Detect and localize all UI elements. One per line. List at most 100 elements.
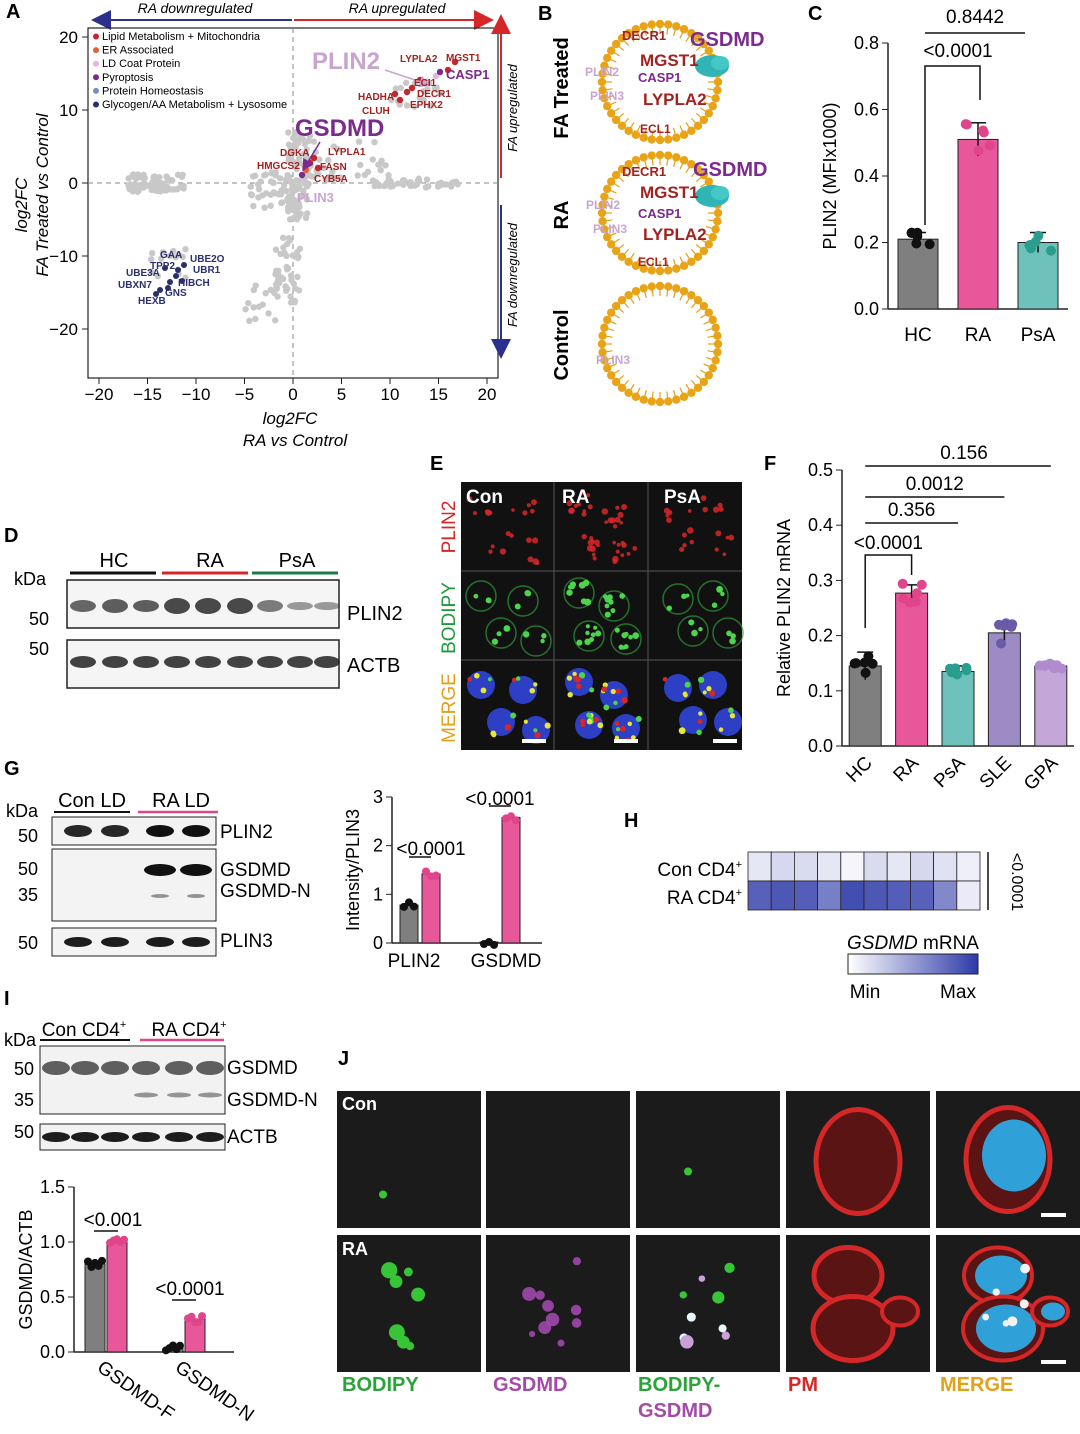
blot-band: [164, 598, 190, 614]
y-tick-label: 0.4: [808, 515, 833, 535]
ra-down-label: RA downregulated: [138, 0, 254, 16]
bodipy-puncta: [623, 631, 629, 637]
j-col-gsdmd2: GSDMD: [638, 1400, 712, 1422]
x-tick-label: SLE: [976, 753, 1016, 793]
plin2-puncta: [582, 509, 587, 513]
plin2-puncta: [620, 553, 625, 558]
blot-band: [144, 864, 176, 876]
h-colorbar: [847, 953, 979, 975]
scatter-point: [247, 183, 254, 190]
scatter-point: [282, 283, 289, 290]
bodipy-puncta: [582, 579, 590, 587]
highlight-point: [167, 279, 173, 285]
plin2-puncta: [589, 536, 594, 541]
bodipy-puncta: [595, 630, 602, 637]
plin2-puncta: [725, 535, 730, 540]
plin2-puncta: [586, 545, 594, 552]
gene-label: UBXN7: [118, 280, 152, 291]
merge-puncta: [523, 719, 528, 724]
legend-label: Protein Homeostasis: [102, 85, 204, 97]
merge-puncta: [696, 729, 702, 736]
plin2-puncta: [728, 534, 735, 541]
scatter-point: [275, 190, 282, 198]
bodipy-puncta: [593, 625, 598, 630]
lipid-head: [598, 331, 607, 340]
heatmap-cell: [770, 851, 795, 882]
colocalization-spot: [684, 1167, 692, 1176]
gsdmd-big-label: GSDMD: [295, 115, 384, 142]
i-m50b: 50: [14, 1122, 34, 1142]
x-tick-label: 5: [337, 385, 346, 404]
blot-band: [70, 656, 96, 668]
y-axis-label: GSDMD/ACTB: [16, 1209, 36, 1329]
y-tick-label: 1.0: [40, 1232, 65, 1252]
bodipy-membrane: [573, 620, 605, 652]
scatter-point: [288, 148, 296, 155]
y-tick-label: 2: [373, 836, 383, 856]
y-tick-label: 0.2: [854, 233, 879, 253]
scatter-point: [295, 287, 303, 294]
ra-up-label: RA upregulated: [349, 0, 447, 16]
panel-h-label: H: [624, 810, 638, 832]
scatter-point: [322, 176, 329, 183]
merge-puncta: [619, 725, 626, 732]
scatter-point: [170, 247, 177, 255]
data-point: [995, 638, 1006, 649]
x-ticks: −20 −15 −10 −5 0 5 10 15 20: [85, 378, 496, 404]
bodipy-puncta: [525, 591, 532, 597]
b1-mgst1: MGST1: [640, 51, 699, 70]
plin2-puncta: [466, 496, 473, 503]
lipid-head: [672, 395, 681, 404]
merge-puncta: [586, 718, 593, 725]
i-con-cd4: Con CD4+: [42, 1019, 127, 1041]
lipid-head: [672, 153, 681, 162]
x-tick-label: GSDMD-F: [93, 1357, 178, 1425]
y-tick-label: 0.5: [40, 1287, 65, 1307]
plin2-puncta: [722, 552, 727, 557]
blot-band: [132, 1061, 160, 1075]
heatmap-cell: [910, 880, 935, 911]
lipid-head: [711, 323, 720, 332]
scatter-point: [148, 186, 155, 194]
bodipy-puncta: [491, 638, 499, 645]
merge-spot: [1002, 1320, 1010, 1327]
d-psa: PsA: [279, 550, 316, 572]
plin2-puncta: [666, 517, 672, 524]
lipid-head: [639, 22, 648, 31]
y-tick-label: 10: [59, 101, 78, 120]
lipid-head: [600, 61, 609, 70]
y-tick-label: 0.0: [854, 299, 879, 319]
i-label-gsdmd: GSDMD: [227, 1058, 298, 1079]
bodipy-membrane: [465, 580, 497, 612]
scatter-point: [270, 179, 277, 187]
gsdmd-signal: [557, 1339, 565, 1347]
lipid-head: [611, 301, 621, 311]
highlight-point: [396, 96, 404, 104]
highlight-point: [436, 68, 444, 76]
gsdmd-signal: [571, 1318, 582, 1328]
gsdmd-signal: [570, 1304, 582, 1316]
y-tick-label: 0.8: [854, 33, 879, 53]
lipid-head: [607, 308, 616, 317]
bodipy-puncta: [608, 599, 614, 605]
b1-plin2: PLIN2: [585, 65, 619, 79]
scatter-point: [272, 246, 280, 253]
blot-band: [196, 1061, 224, 1075]
panel-c: C 0.0 0.2 0.4 0.6 0.8 PLIN2 (MFIx1000) HC RA PsA…: [808, 3, 1068, 346]
lipid-head: [704, 371, 713, 380]
b2-ecl1: ECL1: [638, 255, 669, 269]
merge-puncta: [702, 690, 707, 695]
scatter-point: [386, 179, 393, 187]
data-point: [978, 125, 989, 136]
x-tick-label: 15: [429, 385, 448, 404]
x-tick-label: PsA: [930, 752, 970, 792]
bodipy-puncta: [711, 602, 718, 608]
scatter-point: [357, 161, 364, 169]
scatter-point: [394, 180, 402, 187]
plin2-puncta: [586, 493, 591, 498]
bodipy-puncta: [473, 593, 479, 599]
data-point: [911, 238, 922, 249]
lipid-head: [631, 392, 641, 401]
merge-puncta: [728, 707, 734, 714]
g-label-plin3: PLIN3: [220, 931, 273, 952]
